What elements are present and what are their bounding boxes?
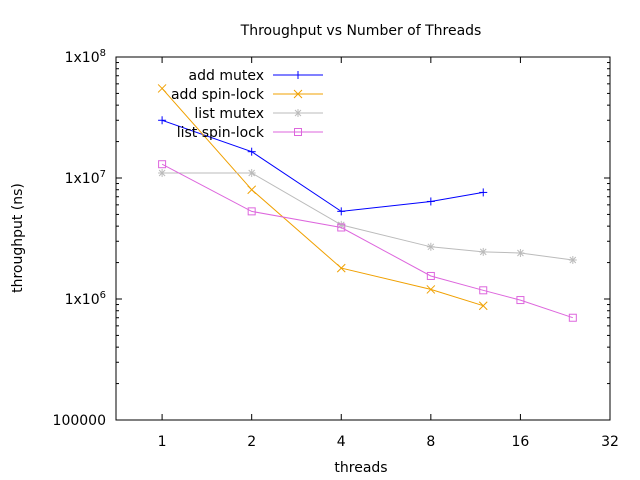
data-point-list-mutex	[247, 168, 256, 177]
x-tick-label: 16	[512, 434, 530, 450]
y-axis-label: throughput (ns)	[10, 183, 26, 293]
data-point-add-mutex	[337, 207, 346, 216]
series-line-list-spin-lock	[161, 163, 573, 319]
legend-marker-list-spin-lock	[294, 128, 302, 136]
data-point-add-mutex	[426, 197, 435, 206]
data-point-add-spin-lock	[426, 285, 436, 294]
legend: add mutex add spin-lock list mutex list spi…	[171, 68, 323, 141]
data-point-add-spin-lock	[336, 263, 346, 273]
plot-area	[115, 56, 611, 421]
x-tick-label: 1	[158, 434, 167, 450]
y-tick-label: 1x108	[65, 48, 106, 66]
legend-marker-add-spin-lock	[293, 89, 303, 99]
chart-title: Throughput vs Number of Threads	[240, 23, 482, 39]
legend-label-list-spin-lock: list spin-lock	[177, 125, 265, 141]
data-point-list-spin-lock	[247, 207, 256, 216]
x-tick-label: 4	[337, 434, 346, 450]
data-point-list-mutex	[568, 256, 577, 265]
legend-label-add-spin-lock: add spin-lock	[171, 87, 265, 103]
x-axis-label: threads	[334, 460, 387, 476]
data-point-add-mutex	[158, 116, 167, 125]
data-point-add-spin-lock	[478, 301, 488, 311]
data-point-list-mutex	[426, 242, 435, 251]
legend-marker-list-mutex	[294, 109, 302, 117]
x-tick-label: 32	[601, 434, 619, 450]
data-point-list-mutex	[516, 248, 525, 257]
legend-label-list-mutex: list mutex	[194, 106, 264, 122]
data-point-list-spin-lock	[426, 271, 435, 280]
data-point-list-mutex	[479, 247, 488, 256]
data-point-list-spin-lock	[337, 223, 346, 232]
data-point-add-spin-lock	[157, 84, 167, 93]
data-point-add-mutex	[479, 188, 488, 197]
data-point-add-spin-lock	[247, 185, 257, 195]
data-point-list-spin-lock	[568, 313, 577, 322]
data-point-list-spin-lock	[479, 286, 488, 295]
legend-marker-add-mutex	[294, 71, 302, 79]
x-tick-label: 8	[426, 434, 435, 450]
data-point-list-spin-lock	[158, 160, 167, 169]
y-tick-label: 1x107	[65, 169, 106, 187]
data-point-list-mutex	[158, 168, 167, 177]
series-layer	[157, 84, 577, 322]
data-point-list-spin-lock	[516, 296, 525, 305]
legend-label-add-mutex: add mutex	[189, 68, 264, 84]
y-tick-label: 1x106	[65, 290, 106, 308]
data-point-add-mutex	[247, 147, 256, 156]
y-tick-label: 100000	[53, 413, 106, 429]
axis-ticks: 1 2 4 8 16 32 100000 1x106 1x107 1x108	[53, 48, 619, 450]
x-tick-label: 2	[247, 434, 256, 450]
